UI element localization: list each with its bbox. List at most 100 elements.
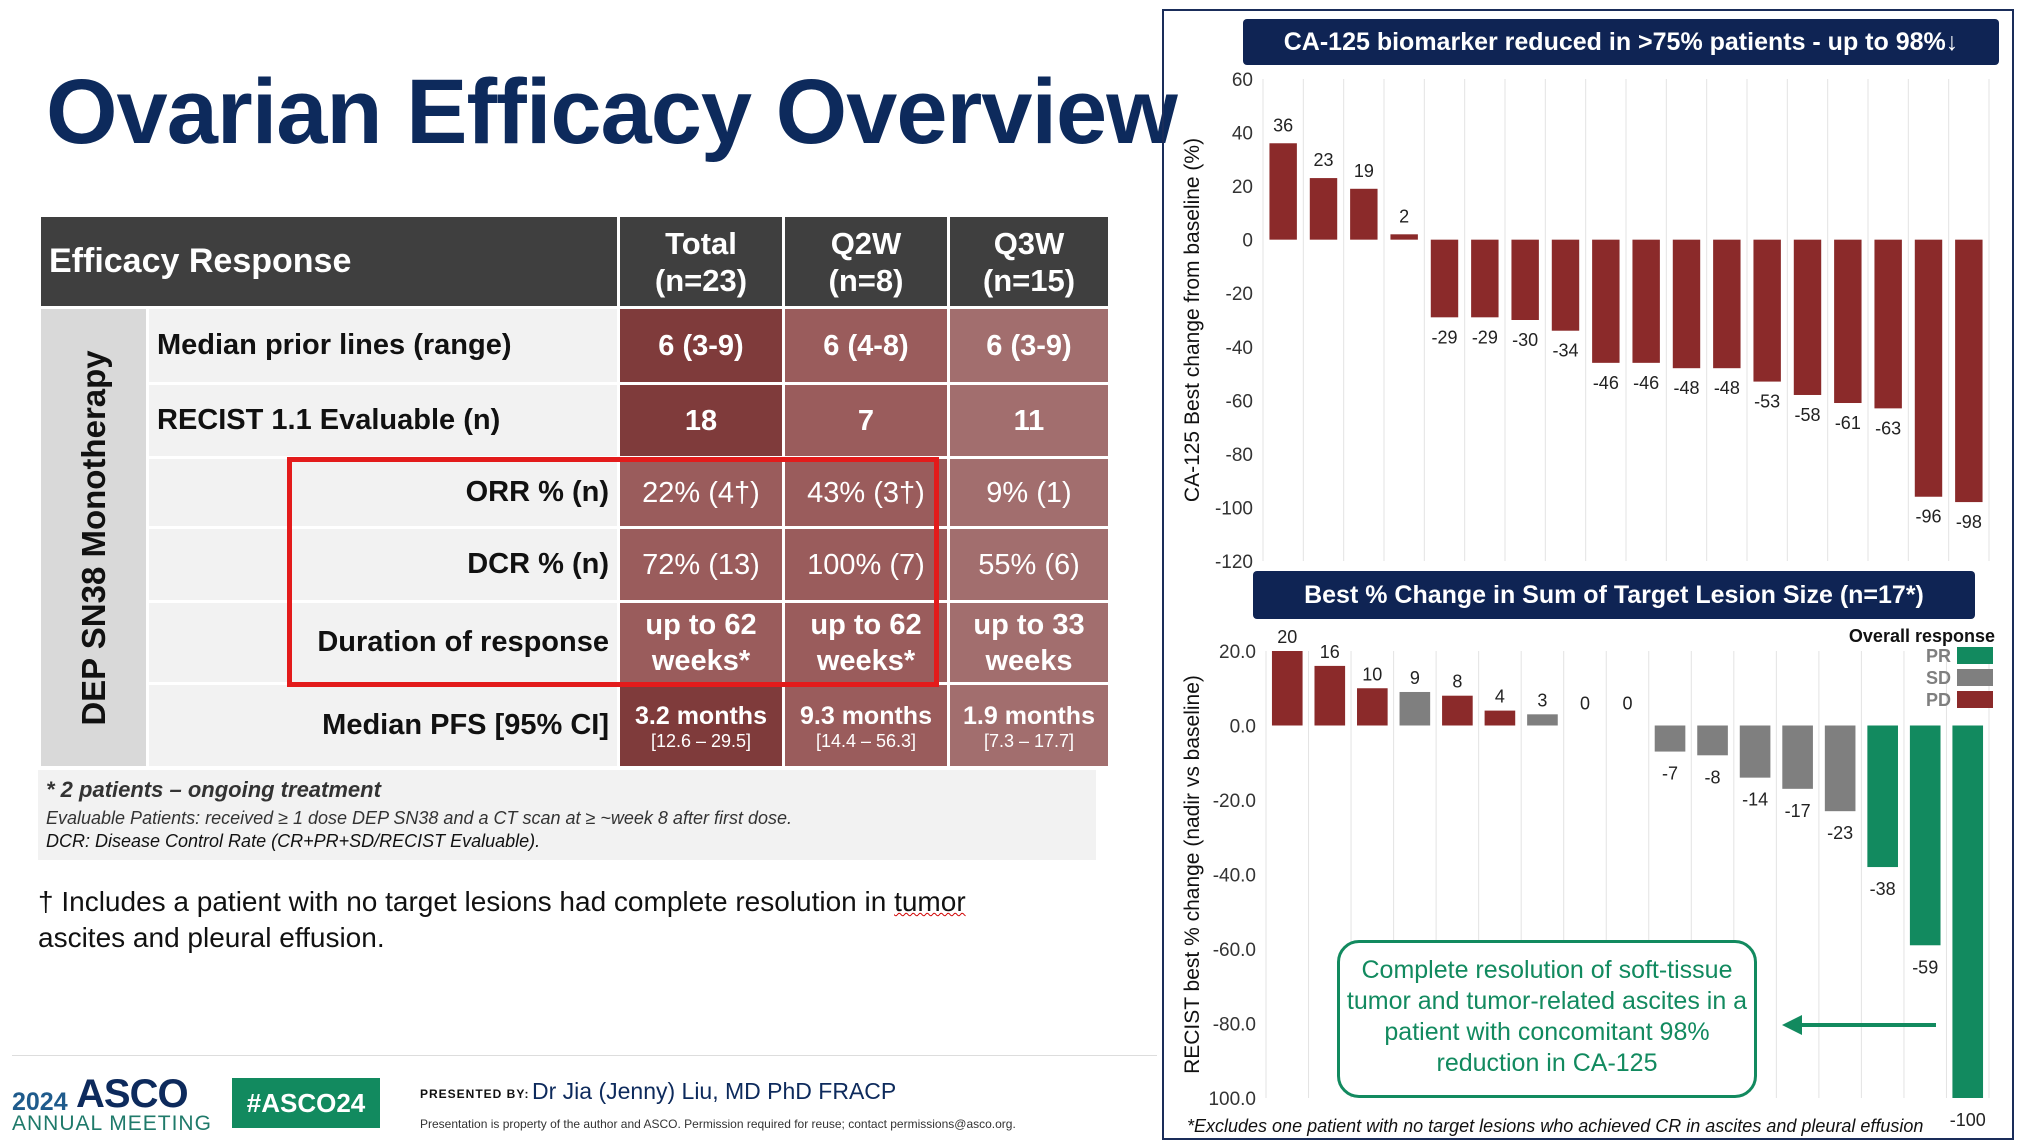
cell-value: 22% (4†) xyxy=(617,456,785,529)
chart2-data-label: 16 xyxy=(1320,642,1340,662)
cell-value: 55% (6) xyxy=(947,526,1111,603)
chart1-bar xyxy=(1511,239,1539,320)
chart1-y-tick: -20 xyxy=(1226,284,1253,305)
efficacy-table: Efficacy Response Total (n=23) Q2W (n=8) Q… xyxy=(38,214,1111,769)
slide-title: Ovarian Efficacy Overview xyxy=(46,61,1178,163)
chart2-data-label: 4 xyxy=(1495,687,1505,707)
highlight-box xyxy=(287,457,939,687)
row-label: Median PFS [95% CI] xyxy=(146,682,620,769)
note-ongoing: * 2 patients – ongoing treatment xyxy=(46,777,381,802)
chart2-bar xyxy=(1357,688,1388,726)
cell-value: 43% (3†) xyxy=(782,456,950,529)
table-row: Duration of response up to 62 weeks* up … xyxy=(40,600,1111,685)
row-label: ORR % (n) xyxy=(146,456,620,529)
pfs-ci: [7.3 – 17.7] xyxy=(983,730,1075,751)
chart1-data-label: -58 xyxy=(1794,405,1820,425)
chart2-bar xyxy=(1739,725,1771,778)
chart1-bar xyxy=(1672,239,1701,369)
chart2-legend-title: Overall response xyxy=(1849,626,1995,646)
chart1-data-label: -63 xyxy=(1875,418,1901,438)
chart1-data-label: -46 xyxy=(1593,373,1619,393)
chart1-title: CA-125 biomarker reduced in >75% patient… xyxy=(1243,19,1999,65)
cell-value: 100% (7) xyxy=(782,526,950,603)
chart2-data-label: -17 xyxy=(1785,801,1811,821)
presenter-name: Dr Jia (Jenny) Liu, MD PhD FRACP xyxy=(532,1078,897,1104)
chart1-data-label: 2 xyxy=(1399,206,1409,226)
cell-value: 6 (3-9) xyxy=(617,306,785,385)
chart1-data-label: -53 xyxy=(1754,392,1780,412)
row-label: Duration of response xyxy=(146,600,620,685)
table-row: Median PFS [95% CI] 3.2 months [12.6 – 29… xyxy=(40,682,1111,769)
chart2-legend-swatch xyxy=(1957,647,1993,664)
chart2-bar xyxy=(1271,651,1303,726)
cell-value: 6 (3-9) xyxy=(947,306,1111,385)
chart1-bar xyxy=(1269,143,1297,240)
dagger-text-2: ascites and pleural effusion. xyxy=(38,922,385,953)
table-row: DCR % (n) 72% (13) 100% (7) 55% (6) xyxy=(40,526,1111,603)
chart1-bar xyxy=(1834,239,1862,404)
chart1-data-label: -46 xyxy=(1633,373,1659,393)
dagger-text-underlined: tumor xyxy=(894,886,966,917)
header-total-name: Total xyxy=(665,225,737,261)
header-q2w-n: (n=8) xyxy=(828,262,904,298)
chart1-data-label: -29 xyxy=(1472,327,1498,347)
callout-arrow-head xyxy=(1782,1015,1802,1035)
chart1-bar xyxy=(1793,239,1822,395)
footer-divider xyxy=(12,1055,1157,1056)
pfs-value: 1.9 months xyxy=(963,701,1095,730)
chart2-bar xyxy=(1909,725,1941,946)
chart2-data-label: 9 xyxy=(1410,668,1420,688)
chart1-y-tick: 20 xyxy=(1232,177,1253,198)
chart2-data-label: -14 xyxy=(1742,790,1768,810)
table-header-row: Efficacy Response Total (n=23) Q2W (n=8) Q… xyxy=(38,214,1111,309)
pfs-ci: [12.6 – 29.5] xyxy=(650,730,752,751)
asco-annual-meeting: ANNUAL MEETING xyxy=(12,1112,212,1135)
chart1-bar xyxy=(1874,239,1902,409)
chart2-data-label: 0 xyxy=(1622,694,1632,714)
cell-value: 18 xyxy=(617,382,785,459)
chart2-title: Best % Change in Sum of Target Lesion Si… xyxy=(1253,571,1975,619)
chart1-y-axis-label: CA-125 Best change from baseline (%) xyxy=(1181,138,1204,502)
chart2-bar xyxy=(1824,725,1856,812)
chart1-data-label: -29 xyxy=(1431,327,1457,347)
chart1-bar xyxy=(1592,239,1620,363)
chart2-y-tick: -60.0 xyxy=(1213,940,1256,961)
chart1-y-tick: -40 xyxy=(1226,338,1253,359)
header-q2w-name: Q2W xyxy=(830,225,902,261)
cell-value: 3.2 months [12.6 – 29.5] xyxy=(617,682,785,769)
chart2-data-label: 10 xyxy=(1362,664,1382,684)
chart1-data-label: 19 xyxy=(1354,161,1374,181)
chart1-y-tick: 40 xyxy=(1232,124,1253,145)
group-label-cell: DEP SN38 Monotherapy xyxy=(38,306,149,769)
header-q3w-n: (n=15) xyxy=(982,262,1076,298)
chart1-data-label: -98 xyxy=(1956,512,1982,532)
chart2-data-label: 0 xyxy=(1580,694,1590,714)
cell-value: 9.3 months [14.4 – 56.3] xyxy=(782,682,950,769)
chart2-bar xyxy=(1867,725,1898,868)
chart2-data-label: -100 xyxy=(1950,1110,1986,1130)
chart1-data-label: -34 xyxy=(1552,341,1578,361)
chart2-y-tick: 100.0 xyxy=(1208,1089,1256,1110)
chart2-data-label: -59 xyxy=(1912,957,1938,977)
chart2-data-label: 8 xyxy=(1452,672,1462,692)
chart1-bar xyxy=(1632,239,1660,363)
chart1-ca125: 60 40 20 0 -20 -40 -60 -80 -100 -120 CA-125 Best c… xyxy=(1181,70,1990,573)
chart2-data-label: -38 xyxy=(1870,879,1896,899)
chart1-bar xyxy=(1430,239,1459,318)
chart2-bar xyxy=(1442,695,1473,726)
chart2-bar xyxy=(1654,725,1686,752)
asco-year: 2024 xyxy=(12,1088,68,1116)
row-label: RECIST 1.1 Evaluable (n) xyxy=(146,382,620,459)
chart2-data-label: -23 xyxy=(1827,823,1853,843)
cell-value: 9% (1) xyxy=(947,456,1111,529)
cell-value: up to 33 weeks xyxy=(947,600,1111,685)
chart2-bar xyxy=(1527,714,1558,726)
header-total: Total (n=23) xyxy=(617,214,785,309)
complete-resolution-callout: Complete resolution of soft-tissue tumor… xyxy=(1337,940,1757,1098)
chart1-bar xyxy=(1350,188,1378,240)
chart2-bar xyxy=(1782,725,1813,789)
table-row: RECIST 1.1 Evaluable (n) 18 7 11 xyxy=(40,382,1111,459)
chart2-bar xyxy=(1697,725,1728,756)
pfs-ci: [14.4 – 56.3] xyxy=(815,730,917,751)
